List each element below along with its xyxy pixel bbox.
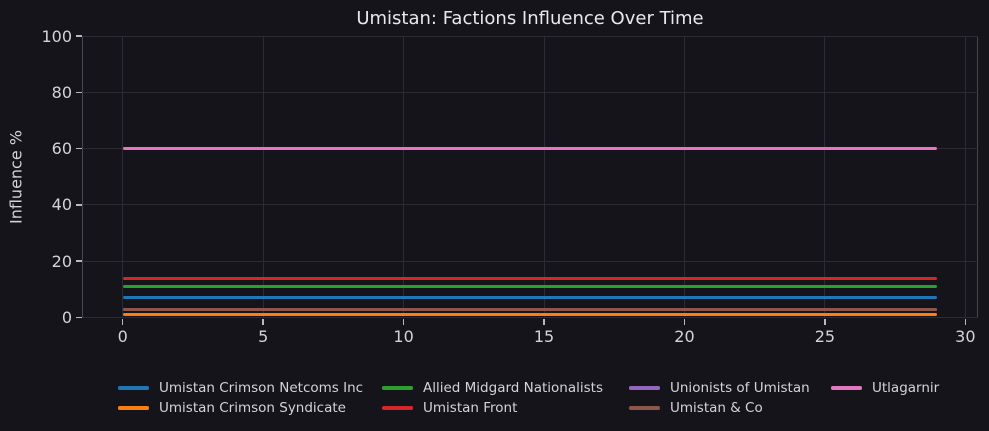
y-tick-label: 20 (51, 251, 72, 271)
legend-column: Utlagarnir (831, 378, 939, 398)
legend-item: Allied Midgard Nationalists (382, 378, 603, 398)
legend-label: Unionists of Umistan (670, 380, 810, 396)
gridline-horizontal (82, 204, 978, 206)
gridline-vertical (543, 36, 545, 318)
gridline-vertical (262, 36, 264, 318)
y-tick-mark (76, 147, 82, 150)
gridline-vertical (122, 36, 124, 318)
legend-swatch (629, 386, 660, 390)
chart-title: Umistan: Factions Influence Over Time (356, 8, 704, 29)
series-line-1 (122, 296, 938, 300)
series-line-6 (122, 307, 938, 311)
y-tick-mark (76, 204, 82, 206)
legend: Umistan Crimson Netcoms Inc Umistan Crims… (0, 378, 989, 426)
series-line-2 (122, 313, 938, 317)
series-line-4 (122, 276, 938, 280)
legend-item: Umistan Crimson Netcoms Inc (118, 378, 363, 398)
x-tick-mark (402, 318, 405, 325)
y-tick-label: 80 (51, 82, 72, 102)
legend-swatch (629, 406, 660, 410)
legend-label: Utlagarnir (872, 380, 940, 396)
legend-label: Umistan Crimson Syndicate (159, 400, 346, 416)
x-tick-label: 30 (955, 326, 976, 346)
legend-item: Umistan & Co (629, 398, 810, 418)
legend-item: Utlagarnir (831, 378, 939, 398)
legend-swatch (118, 386, 149, 390)
y-tick-label: 60 (51, 139, 72, 159)
gridline-vertical (964, 36, 966, 318)
x-tick-label: 5 (258, 326, 269, 346)
axes-frame (82, 36, 978, 318)
x-tick-label: 10 (393, 326, 414, 346)
gridline-vertical (824, 36, 826, 318)
legend-item: Umistan Front (382, 398, 603, 418)
legend-swatch (382, 386, 413, 390)
x-tick-label: 20 (674, 326, 695, 346)
gridline-horizontal (82, 260, 978, 262)
x-tick-mark (262, 318, 264, 325)
x-tick-label: 25 (814, 326, 836, 346)
series-line-7 (122, 147, 938, 151)
gridline-horizontal (82, 35, 978, 37)
legend-column: Umistan Crimson Netcoms Inc Umistan Crims… (118, 378, 363, 418)
legend-label: Umistan Crimson Netcoms Inc (159, 380, 364, 396)
gridline-vertical (403, 36, 405, 318)
legend-column: Unionists of Umistan Umistan & Co (629, 378, 810, 418)
legend-item: Umistan Crimson Syndicate (118, 398, 363, 418)
gridline-horizontal (82, 317, 978, 318)
x-tick-mark (683, 318, 686, 325)
y-tick-label: 0 (61, 308, 72, 327)
legend-item: Unionists of Umistan (629, 378, 810, 398)
y-tick-mark (76, 260, 82, 262)
x-tick-mark (543, 318, 545, 325)
legend-swatch (118, 406, 149, 410)
x-tick-label: 15 (533, 326, 555, 346)
legend-label: Umistan Front (423, 400, 518, 416)
y-tick-label: 100 (41, 26, 72, 46)
x-tick-mark (121, 318, 124, 325)
x-tick-mark (964, 318, 967, 325)
legend-swatch (382, 406, 413, 410)
y-tick-mark (76, 35, 82, 37)
y-tick-label: 40 (51, 195, 72, 215)
gridline-vertical (683, 36, 685, 318)
gridline-horizontal (82, 91, 978, 93)
legend-label: Allied Midgard Nationalists (423, 380, 604, 396)
y-tick-mark (76, 91, 82, 94)
legend-label: Umistan & Co (670, 400, 763, 416)
y-tick-mark (76, 316, 82, 319)
x-tick-mark (824, 318, 826, 325)
legend-swatch (831, 386, 862, 390)
legend-column: Allied Midgard Nationalists Umistan Front (382, 378, 603, 418)
series-line-3 (122, 285, 938, 289)
x-tick-label: 0 (117, 326, 128, 346)
